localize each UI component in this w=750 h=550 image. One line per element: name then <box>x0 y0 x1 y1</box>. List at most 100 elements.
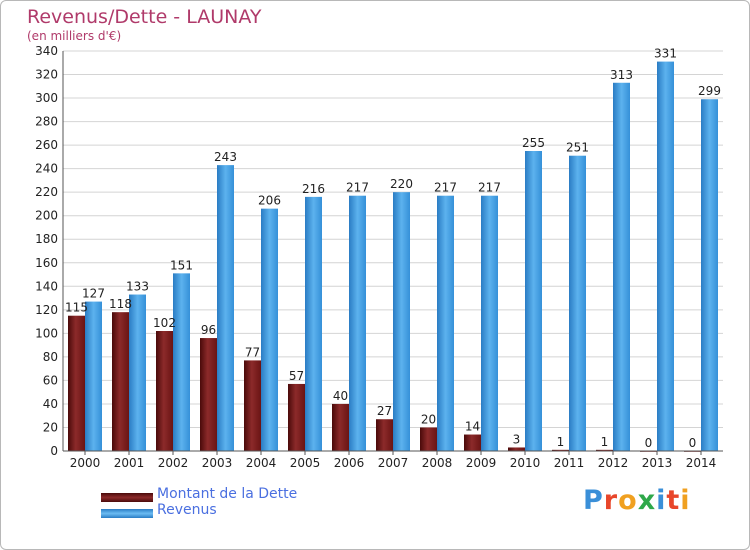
y-tick-label: 160 <box>35 256 58 270</box>
chart-subtitle: (en milliers d'€) <box>27 29 122 43</box>
x-tick-label: 2011 <box>554 456 585 470</box>
bar-revenus <box>569 155 586 452</box>
data-label-dette: 3 <box>513 432 521 446</box>
bar-revenus <box>701 99 718 451</box>
bar-revenus <box>349 195 366 451</box>
data-label-revenus: 127 <box>82 287 105 301</box>
data-label-dette: 20 <box>421 412 436 426</box>
x-tick-label: 2010 <box>510 456 541 470</box>
y-tick-label: 240 <box>35 162 58 176</box>
x-tick-label: 2008 <box>422 456 453 470</box>
bar-dette <box>332 403 349 451</box>
bar-revenus <box>657 61 674 452</box>
logo-letter: t <box>666 485 681 516</box>
y-tick-label: 340 <box>35 44 58 58</box>
bar-dette <box>464 434 481 451</box>
logo-letter: o <box>618 485 638 516</box>
bar-dette <box>420 427 437 451</box>
y-tick-label: 100 <box>35 326 58 340</box>
x-tick-label: 2012 <box>598 456 629 470</box>
y-tick-label: 140 <box>35 279 58 293</box>
legend-label-dette: Montant de la Dette <box>157 486 298 502</box>
logo-letter: x <box>637 485 657 516</box>
data-label-dette: 1 <box>557 435 565 449</box>
logo-letter: r <box>603 485 619 516</box>
y-tick-label: 180 <box>35 232 58 246</box>
bar-dette <box>288 383 305 451</box>
x-tick-label: 2013 <box>642 456 673 470</box>
data-label-revenus: 216 <box>302 182 325 196</box>
logo-letter: i <box>680 485 691 516</box>
x-tick-label: 2006 <box>334 456 365 470</box>
data-label-dette: 77 <box>245 345 260 359</box>
logo-letter: P <box>583 485 604 516</box>
x-tick-label: 2001 <box>114 456 145 470</box>
data-label-revenus: 217 <box>346 181 369 195</box>
bar-revenus <box>129 294 146 451</box>
data-label-dette: 96 <box>201 323 216 337</box>
data-label-dette: 102 <box>153 316 176 330</box>
bar-revenus <box>437 195 454 451</box>
data-label-revenus: 206 <box>258 194 281 208</box>
bar-dette <box>376 419 393 451</box>
x-tick-label: 2009 <box>466 456 497 470</box>
data-label-revenus: 331 <box>654 47 677 61</box>
data-label-revenus: 220 <box>390 177 413 191</box>
legend-swatch-dette <box>101 493 153 502</box>
data-label-revenus: 133 <box>126 280 149 294</box>
y-tick-label: 60 <box>43 373 58 387</box>
x-tick-label: 2007 <box>378 456 409 470</box>
y-tick-label: 20 <box>43 420 58 434</box>
y-tick-label: 80 <box>43 350 58 364</box>
bar-revenus <box>261 208 278 451</box>
data-label-revenus: 217 <box>434 181 457 195</box>
bar-dette <box>68 315 85 451</box>
x-tick-label: 2003 <box>202 456 233 470</box>
bar-dette <box>508 447 525 451</box>
data-label-dette: 27 <box>377 404 392 418</box>
data-label-revenus: 217 <box>478 181 501 195</box>
bar-revenus <box>173 273 190 451</box>
data-label-dette: 115 <box>65 301 88 315</box>
bar-revenus <box>217 165 234 451</box>
proxiti-logo: Proxiti <box>583 485 691 516</box>
y-tick-label: 220 <box>35 185 58 199</box>
bar-dette <box>156 331 173 451</box>
chart-title: Revenus/Dette - LAUNAY <box>27 6 262 28</box>
data-label-revenus: 251 <box>566 141 589 155</box>
data-label-revenus: 151 <box>170 258 193 272</box>
logo-letter: i <box>656 485 667 516</box>
bar-revenus <box>393 192 410 452</box>
bar-dette <box>112 312 129 451</box>
y-tick-label: 320 <box>35 68 58 82</box>
bar-dette <box>200 338 217 451</box>
data-label-revenus: 255 <box>522 136 545 150</box>
data-label-dette: 14 <box>465 420 480 434</box>
x-tick-label: 2014 <box>686 456 717 470</box>
bar-revenus <box>613 82 630 451</box>
bar-revenus <box>481 195 498 451</box>
y-tick-label: 260 <box>35 138 58 152</box>
y-tick-label: 40 <box>43 397 58 411</box>
y-tick-label: 200 <box>35 209 58 223</box>
bar-dette <box>596 449 613 451</box>
data-label-revenus: 243 <box>214 150 237 164</box>
bar-dette <box>244 360 261 451</box>
data-label-revenus: 299 <box>698 84 721 98</box>
x-tick-label: 2002 <box>158 456 189 470</box>
bar-dette <box>552 449 569 451</box>
bar-revenus <box>525 151 542 451</box>
y-tick-label: 0 <box>50 444 58 458</box>
y-tick-label: 120 <box>35 303 58 317</box>
data-label-dette: 0 <box>645 436 653 450</box>
legend-label-revenus: Revenus <box>157 502 217 518</box>
x-tick-label: 2000 <box>70 456 101 470</box>
x-tick-label: 2004 <box>246 456 277 470</box>
y-tick-label: 280 <box>35 115 58 129</box>
data-label-dette: 40 <box>333 389 348 403</box>
bar-revenus <box>85 301 102 451</box>
data-label-dette: 0 <box>689 436 697 450</box>
data-label-dette: 118 <box>109 297 132 311</box>
